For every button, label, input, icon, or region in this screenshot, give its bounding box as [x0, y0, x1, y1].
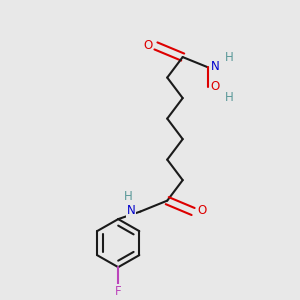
Text: H: H — [224, 91, 233, 104]
Text: H: H — [124, 190, 133, 203]
Text: O: O — [197, 204, 207, 218]
Text: N: N — [211, 60, 220, 73]
Text: N: N — [127, 204, 135, 218]
Text: O: O — [143, 39, 152, 52]
Text: O: O — [211, 80, 220, 93]
Text: F: F — [115, 285, 122, 298]
Text: H: H — [224, 51, 233, 64]
